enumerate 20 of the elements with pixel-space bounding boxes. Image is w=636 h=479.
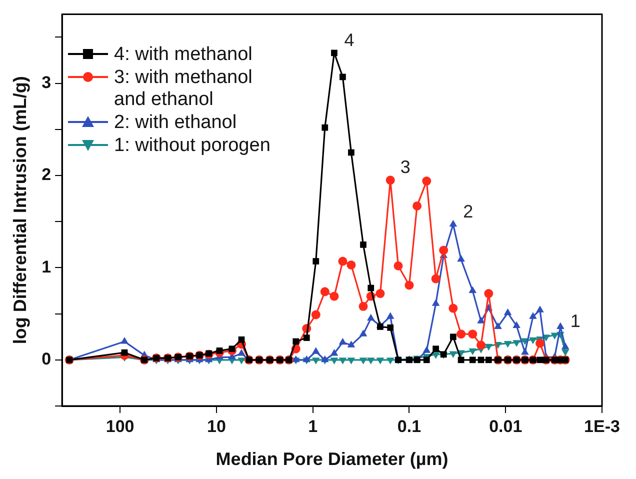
- annotation: 2: [463, 201, 474, 222]
- annotation: 4: [344, 30, 354, 50]
- y-tick-label: 1: [42, 257, 52, 276]
- x-tick-label: 1E-3: [584, 416, 620, 436]
- y-tick-label: 0: [42, 350, 52, 369]
- x-tick-label: 0.01: [489, 416, 522, 436]
- x-tick-label: 10: [207, 416, 226, 436]
- annotation: 3: [400, 157, 410, 178]
- legend-label: 2: with ethanol: [114, 112, 238, 134]
- y-tick-label: 2: [42, 165, 52, 184]
- y-tick-label: 3: [42, 73, 52, 92]
- x-tick-label: 0.1: [397, 416, 422, 436]
- x-tick-label: 1: [308, 416, 318, 436]
- x-axis-title: Median Pore Diameter (µm): [216, 449, 448, 470]
- y-axis-title: log Differential Intrusion (mL/g): [10, 76, 30, 344]
- annotation: 1: [570, 311, 580, 332]
- legend-label: 4: with methanol: [114, 44, 254, 66]
- x-tick-label: 100: [106, 416, 134, 436]
- legend-label: 3: with methanol and ethanol: [114, 67, 254, 112]
- legend-label: 1: without porogen: [114, 135, 272, 158]
